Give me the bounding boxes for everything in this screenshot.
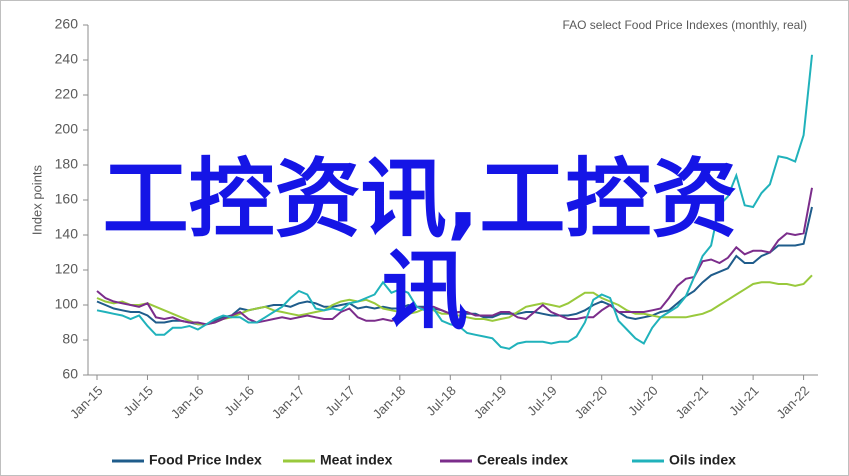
y-axis-label: Index points	[29, 164, 44, 235]
y-tick-label: 60	[62, 366, 78, 382]
y-tick-label: 220	[55, 86, 79, 102]
legend-label: Meat index	[320, 452, 393, 468]
series-line	[96, 54, 813, 350]
overlay-text: 工控资讯,工控资	[103, 149, 738, 249]
y-tick-label: 120	[55, 261, 79, 277]
chart-subtitle: FAO select Food Price Indexes (monthly, …	[562, 18, 807, 32]
y-tick-label: 100	[55, 296, 79, 312]
legend-label: Food Price Index	[149, 452, 262, 468]
legend-label: Cereals index	[477, 452, 568, 468]
series-line	[96, 187, 813, 326]
y-tick-label: 240	[55, 51, 79, 67]
y-tick-label: 160	[55, 191, 79, 207]
overlay-text: 讯	[382, 241, 468, 341]
y-tick-label: 140	[55, 226, 79, 242]
y-tick-label: 80	[62, 331, 78, 347]
y-tick-label: 260	[55, 16, 79, 32]
legend-label: Oils index	[669, 452, 736, 468]
y-tick-label: 180	[55, 156, 79, 172]
y-tick-label: 200	[55, 121, 79, 137]
